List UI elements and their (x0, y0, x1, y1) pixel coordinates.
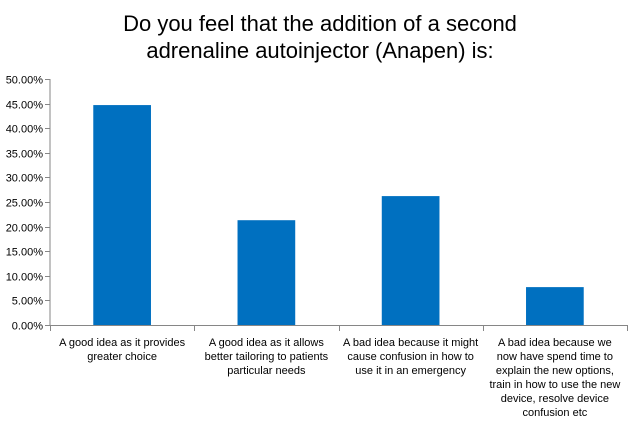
y-tick-label: 10.00% (6, 272, 44, 284)
x-category-label: A bad idea because we now have spend tim… (489, 337, 621, 419)
y-tick-label: 5.00% (12, 296, 43, 308)
bar (237, 220, 296, 325)
y-tick-label: 20.00% (6, 223, 44, 235)
x-category-label: A good idea as it allows better tailorin… (204, 337, 329, 377)
bar (93, 105, 151, 326)
y-tick-label: 35.00% (6, 149, 44, 161)
y-tick-label: 40.00% (6, 124, 44, 136)
x-category-label: A good idea as it provides greater choic… (59, 337, 186, 363)
y-tick-label: 0.00% (12, 321, 43, 333)
x-category-label: A bad idea because it might cause confus… (343, 337, 479, 377)
chart-title: Do you feel that the addition of a secon… (0, 10, 640, 64)
y-tick-label: 30.00% (6, 173, 44, 185)
y-tick-label: 50.00% (6, 75, 44, 87)
y-tick-label: 45.00% (6, 100, 44, 112)
bar (526, 287, 584, 325)
bar (381, 196, 440, 325)
y-tick-label: 15.00% (6, 247, 44, 259)
chart-title-line-1: Do you feel that the addition of a secon… (123, 11, 517, 36)
y-tick-label: 25.00% (6, 198, 44, 210)
chart-title-line-2: adrenaline autoinjector (Anapen) is: (146, 38, 494, 63)
